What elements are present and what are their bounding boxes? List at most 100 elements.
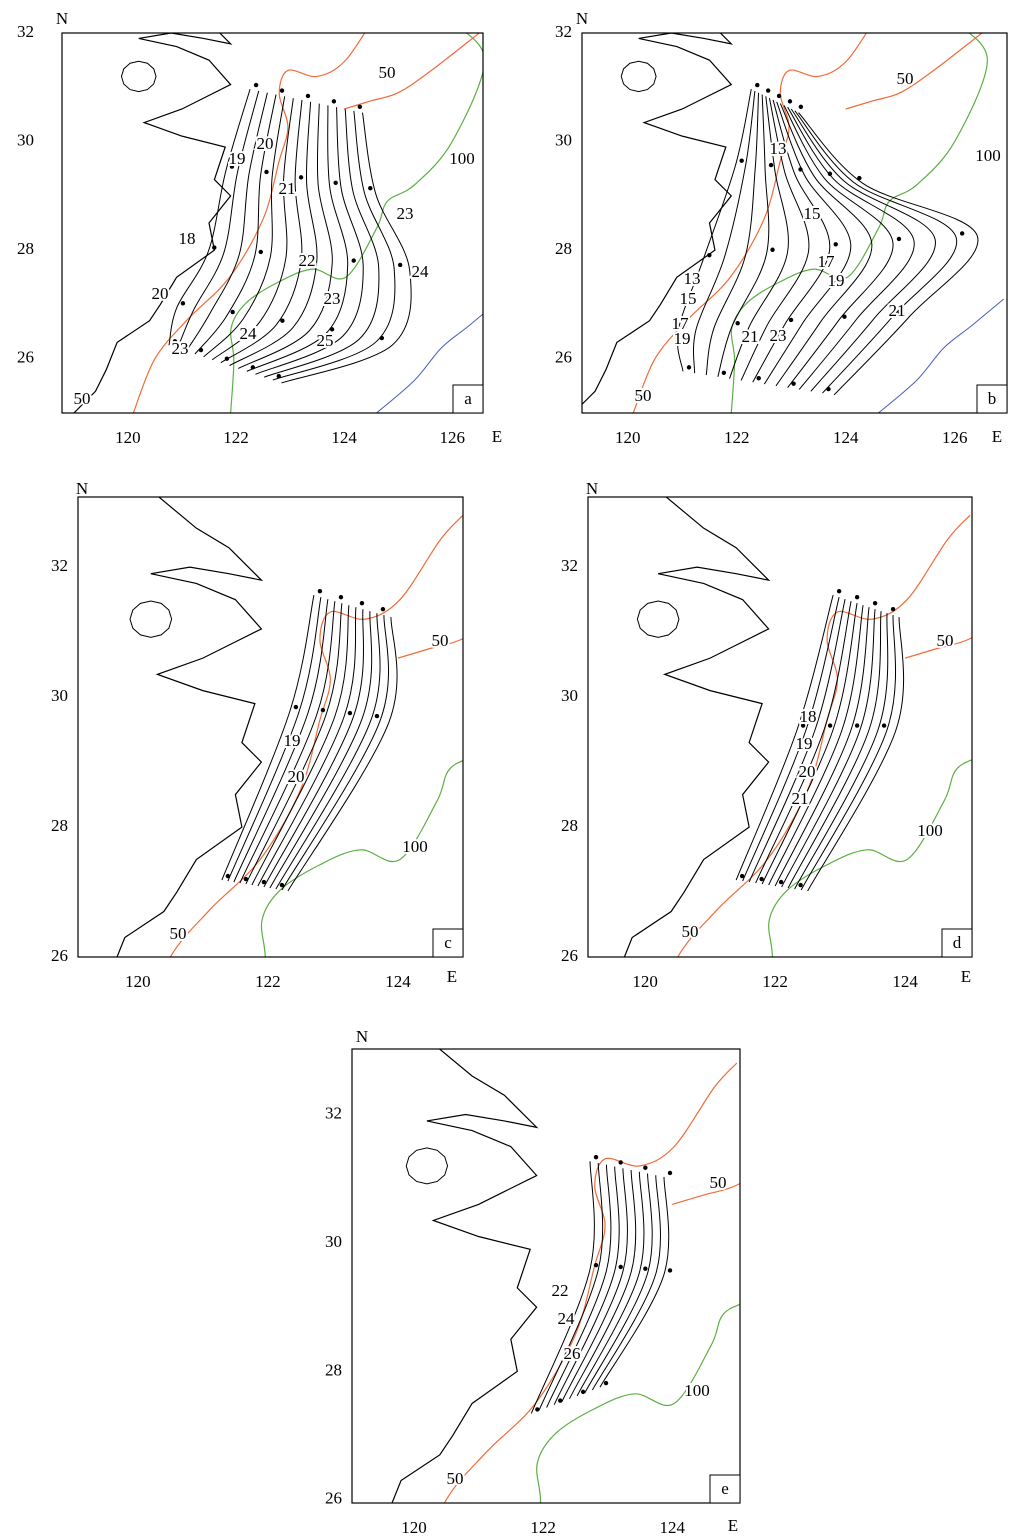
station xyxy=(317,588,323,594)
contour-line xyxy=(530,1161,595,1414)
contour-label: 21 xyxy=(792,789,809,808)
contour-line xyxy=(229,101,318,367)
contour-line xyxy=(269,611,373,889)
station xyxy=(759,876,764,882)
lake xyxy=(636,600,680,638)
station xyxy=(895,311,901,316)
north-label: N xyxy=(576,9,588,28)
isobath-50 xyxy=(845,33,983,110)
panel-content xyxy=(623,497,972,957)
station xyxy=(331,99,337,104)
isobath-50 xyxy=(169,514,463,957)
station xyxy=(558,1398,563,1403)
contour-line xyxy=(740,98,810,381)
y-tick-label: 28 xyxy=(51,816,68,835)
contour-line xyxy=(257,607,357,887)
station xyxy=(293,704,299,710)
x-tick-label: 126 xyxy=(439,428,465,447)
contour-line xyxy=(275,613,381,890)
isobath-100 xyxy=(768,759,972,957)
contour-label: 19 xyxy=(284,731,301,750)
contour-line xyxy=(729,96,789,379)
map-panel: a 120 122 124 126 26 28 30 32 N E 50 100 50 19 20 21 22 23… xyxy=(17,9,502,447)
station xyxy=(768,162,774,168)
isobath-label: 100 xyxy=(402,837,428,856)
x-tick-label: 120 xyxy=(632,972,658,991)
station xyxy=(280,318,285,323)
isobath-label: 50 xyxy=(710,1173,727,1192)
contour-line xyxy=(775,103,873,387)
x-tick-label: 124 xyxy=(659,1518,685,1537)
panel-letter-box xyxy=(432,928,464,958)
contour-line xyxy=(168,88,251,346)
station xyxy=(212,245,217,250)
isobath-label: 50 xyxy=(447,1469,464,1488)
station xyxy=(739,158,744,163)
station xyxy=(333,180,338,186)
station xyxy=(279,882,285,888)
contour-label: 23 xyxy=(397,204,414,223)
contour-line xyxy=(287,617,398,892)
contour-line xyxy=(599,1176,670,1388)
isobath-100 xyxy=(260,759,463,957)
station xyxy=(739,873,745,879)
contour-line xyxy=(591,1175,661,1391)
station xyxy=(225,873,231,879)
contour-line xyxy=(735,595,834,881)
isobath-50 xyxy=(632,33,868,413)
contour-line xyxy=(800,615,897,891)
contour-line xyxy=(768,605,864,886)
station xyxy=(329,327,335,332)
panel-letter-box xyxy=(976,384,1008,414)
y-tick-label: 28 xyxy=(561,816,578,835)
contour-label: 19 xyxy=(828,271,845,290)
y-tick-label: 26 xyxy=(17,348,34,367)
isobath-label: 50 xyxy=(170,924,187,943)
y-tick-label: 30 xyxy=(17,130,34,149)
panel-content xyxy=(582,33,1005,413)
y-tick-label: 26 xyxy=(51,946,68,965)
station xyxy=(896,236,902,242)
station xyxy=(351,258,356,263)
station xyxy=(380,606,386,612)
x-tick-label: 122 xyxy=(223,428,249,447)
y-tick-label: 30 xyxy=(555,130,572,149)
station xyxy=(374,713,380,719)
station xyxy=(580,1389,586,1395)
lake xyxy=(129,600,173,638)
panel-letter: a xyxy=(464,389,472,408)
panel-content xyxy=(116,497,463,957)
station xyxy=(827,723,833,728)
station xyxy=(264,169,269,175)
contour-line xyxy=(281,112,412,384)
station xyxy=(857,175,862,181)
contour-label: 20 xyxy=(799,762,816,781)
isobath-label: 100 xyxy=(449,149,475,168)
isobath-label: 50 xyxy=(635,386,652,405)
station xyxy=(643,1165,648,1170)
contour-line xyxy=(185,92,268,352)
y-tick-label: 28 xyxy=(17,239,34,258)
y-tick-label: 28 xyxy=(555,239,572,258)
contour-line xyxy=(755,601,852,884)
east-label: E xyxy=(492,427,502,446)
y-tick-label: 26 xyxy=(555,348,572,367)
contour-line xyxy=(245,603,343,885)
map-panel: d 120 122 124 26 28 30 32 N E 50 100 50 18 19 20 21 xyxy=(561,479,973,991)
contour-line xyxy=(263,108,380,378)
coastline xyxy=(582,33,734,406)
contour-label: 23 xyxy=(324,289,341,308)
station xyxy=(368,186,373,191)
north-label: N xyxy=(76,479,88,498)
map-panel: e 120 122 124 26 28 30 32 N E 50 100 50 22 24 26 xyxy=(325,1027,741,1537)
lake xyxy=(120,60,157,93)
contour-line xyxy=(203,96,286,358)
station xyxy=(827,171,833,176)
station xyxy=(347,710,353,716)
east-label: E xyxy=(992,427,1002,446)
station xyxy=(778,879,784,885)
station xyxy=(854,594,860,600)
station xyxy=(320,707,326,713)
station xyxy=(643,1266,648,1271)
contour-line xyxy=(763,101,852,385)
